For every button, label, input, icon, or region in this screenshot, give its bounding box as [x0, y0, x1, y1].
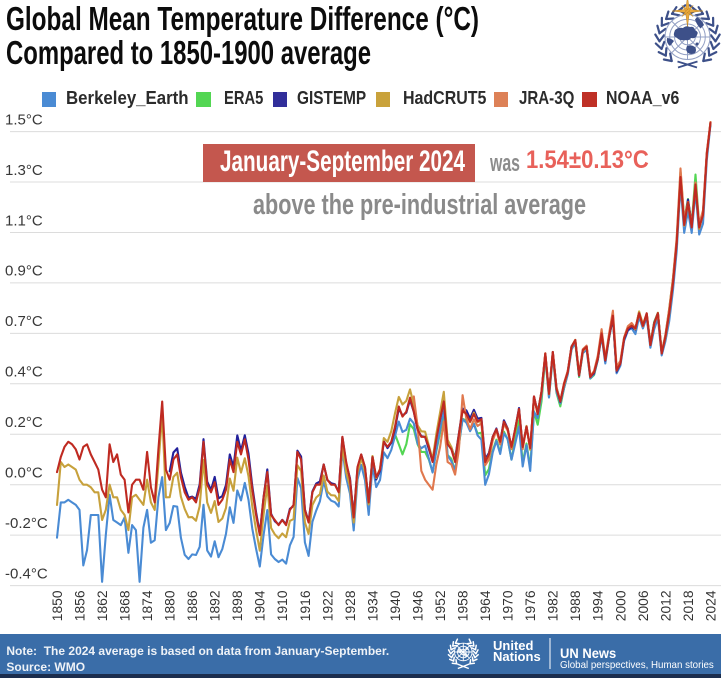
svg-text:-0.2°C: -0.2°C — [5, 515, 48, 532]
svg-text:0.0°C: 0.0°C — [5, 465, 43, 482]
svg-text:1958: 1958 — [456, 590, 471, 621]
svg-text:1988: 1988 — [568, 590, 583, 621]
svg-text:1874: 1874 — [140, 590, 155, 621]
svg-text:0.2°C: 0.2°C — [5, 414, 43, 431]
svg-text:1.5°C: 1.5°C — [5, 111, 43, 128]
svg-text:1976: 1976 — [523, 590, 538, 621]
svg-text:0.4°C: 0.4°C — [5, 364, 43, 381]
svg-text:1880: 1880 — [163, 590, 178, 621]
svg-text:1892: 1892 — [208, 591, 223, 622]
svg-text:1970: 1970 — [501, 590, 516, 621]
svg-text:1.1°C: 1.1°C — [5, 212, 43, 229]
svg-text:2024: 2024 — [703, 590, 718, 621]
svg-text:1982: 1982 — [546, 591, 561, 622]
svg-text:1868: 1868 — [118, 590, 133, 621]
svg-text:2006: 2006 — [636, 590, 651, 621]
svg-text:1910: 1910 — [275, 590, 290, 621]
svg-text:1898: 1898 — [230, 590, 245, 621]
svg-text:0.7°C: 0.7°C — [5, 313, 43, 330]
svg-text:1862: 1862 — [95, 591, 110, 622]
svg-text:1964: 1964 — [478, 590, 493, 621]
svg-text:1934: 1934 — [365, 590, 380, 621]
svg-text:1940: 1940 — [388, 590, 403, 621]
svg-text:2000: 2000 — [613, 590, 628, 621]
svg-text:1928: 1928 — [343, 590, 358, 621]
svg-text:1886: 1886 — [185, 590, 200, 621]
svg-text:0.9°C: 0.9°C — [5, 263, 43, 280]
svg-text:1850: 1850 — [50, 590, 65, 621]
svg-text:1952: 1952 — [433, 591, 448, 622]
svg-text:2012: 2012 — [658, 591, 673, 622]
svg-text:1904: 1904 — [253, 590, 268, 621]
svg-text:1994: 1994 — [591, 590, 606, 621]
svg-text:2018: 2018 — [681, 590, 696, 621]
svg-text:-0.4°C: -0.4°C — [5, 565, 48, 582]
svg-text:1.3°C: 1.3°C — [5, 162, 43, 179]
svg-text:1856: 1856 — [72, 590, 87, 621]
svg-text:1922: 1922 — [320, 591, 335, 622]
svg-text:1916: 1916 — [298, 590, 313, 621]
svg-text:1946: 1946 — [411, 590, 426, 621]
